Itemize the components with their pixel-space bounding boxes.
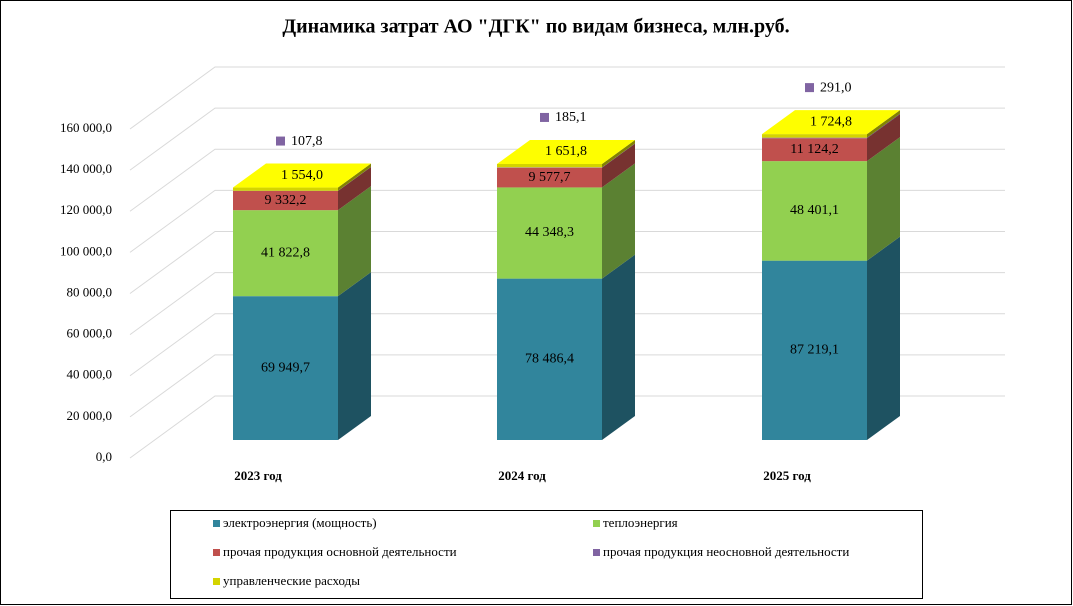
x-tick-label: 2024 год <box>498 468 546 483</box>
value-label: 107,8 <box>291 134 323 149</box>
x-tick-label: 2025 год <box>763 468 811 483</box>
bar-side <box>338 166 371 191</box>
bar <box>497 163 602 168</box>
legend-swatch <box>213 520 220 527</box>
bar <box>233 210 338 297</box>
legend-label: электроэнергия (мощность) <box>223 515 377 530</box>
legend-label: теплоэнергия <box>603 515 678 530</box>
grid-line <box>129 313 1005 377</box>
y-tick-label: 40 000,0 <box>67 367 113 382</box>
legend-box <box>170 510 923 599</box>
chart-title: Динамика затрат АО "ДГК" по видам бизнес… <box>282 16 789 38</box>
grid-line <box>129 189 1005 253</box>
y-tick-label: 0,0 <box>96 449 112 464</box>
value-label: 9 332,2 <box>265 193 307 208</box>
bar-side <box>867 113 900 139</box>
grid-line <box>129 354 1005 418</box>
bar-top <box>762 110 900 135</box>
value-label: 1 724,8 <box>810 114 852 129</box>
bar-side <box>338 186 371 297</box>
bar-side <box>867 110 900 138</box>
value-label: 87 219,1 <box>790 343 839 358</box>
bar-top <box>497 139 635 164</box>
bar <box>762 260 867 440</box>
y-tick-label: 140 000,0 <box>60 161 112 176</box>
y-tick-label: 120 000,0 <box>60 202 112 217</box>
bar-side <box>602 139 635 168</box>
y-tick-label: 100 000,0 <box>60 243 112 258</box>
y-tick-label: 20 000,0 <box>67 408 113 423</box>
value-label-key <box>805 83 814 93</box>
y-tick-label: 80 000,0 <box>67 284 113 299</box>
bar-side <box>602 143 635 168</box>
bar <box>497 278 602 440</box>
grid-line <box>129 272 1005 336</box>
bar-side <box>867 114 900 162</box>
x-tick-label: 2023 год <box>234 468 282 483</box>
value-label: 185,1 <box>555 110 587 125</box>
legend-swatch <box>213 549 220 556</box>
value-label-key <box>276 136 285 146</box>
bar-top <box>233 163 371 188</box>
value-label: 1 651,8 <box>545 144 587 159</box>
bar <box>497 187 602 279</box>
y-tick-label: 60 000,0 <box>67 326 113 341</box>
value-label: 48 401,1 <box>790 203 839 218</box>
value-label: 1 554,0 <box>281 168 323 183</box>
bar-side <box>602 143 635 188</box>
value-label: 78 486,4 <box>525 352 574 367</box>
value-label: 11 124,2 <box>790 142 838 157</box>
bar <box>762 137 867 139</box>
value-label: 41 822,8 <box>261 245 310 260</box>
value-label: 44 348,3 <box>525 225 574 240</box>
value-label: 291,0 <box>820 80 852 95</box>
legend-swatch <box>593 520 600 527</box>
bar <box>497 167 602 188</box>
bar-side <box>338 166 371 211</box>
value-label: 9 577,7 <box>529 170 571 185</box>
bar-side <box>867 236 900 440</box>
bar <box>233 296 338 440</box>
grid-line <box>129 107 1005 171</box>
legend-label: управленческие расходы <box>223 573 360 588</box>
grid-line <box>129 66 1005 130</box>
legend-swatch <box>213 578 220 585</box>
legend-label: прочая продукция основной деятельности <box>223 544 457 559</box>
bar-side <box>867 137 900 261</box>
bar-side <box>602 163 635 279</box>
value-label: 69 949,7 <box>261 360 310 375</box>
bar <box>762 134 867 138</box>
bar <box>762 161 867 261</box>
value-label-key <box>540 112 549 122</box>
bar-side <box>338 272 371 440</box>
grid-line <box>129 395 1005 459</box>
legend-swatch <box>593 549 600 556</box>
bar <box>233 190 338 211</box>
grid-line <box>129 148 1005 212</box>
grid-line <box>129 231 1005 294</box>
bar-side <box>338 163 371 191</box>
y-tick-label: 160 000,0 <box>60 120 112 135</box>
bar <box>762 138 867 162</box>
legend-label: прочая продукция неосновной деятельности <box>603 544 849 559</box>
bar <box>233 187 338 191</box>
bar-side <box>602 254 635 440</box>
